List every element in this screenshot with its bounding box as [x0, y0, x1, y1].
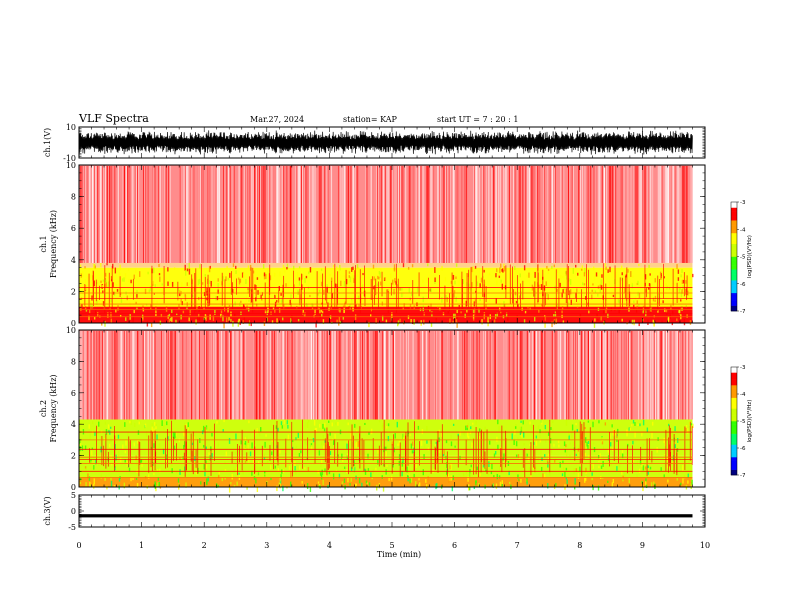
x-tick-label-1: 1: [139, 541, 144, 550]
y-tick-label-2-2: 4: [71, 256, 76, 265]
y-axis-label-4-0: ch.3(V): [43, 496, 52, 525]
y-tick-label-2-4: 8: [71, 193, 76, 202]
y-tick-label-2-5: 10: [66, 161, 76, 170]
x-tick-label-2: 2: [202, 541, 207, 550]
x-tick-label-9: 9: [640, 541, 645, 550]
y-axis-label-2-1: Frequency (kHz): [49, 210, 58, 278]
station-label: station= KAP: [343, 115, 398, 124]
y-tick-label-3-2: 4: [71, 420, 76, 429]
y-tick-label-4-0: 5: [71, 491, 76, 500]
y-tick-label-2-0: 0: [71, 319, 76, 328]
y-axis-label-2-0: ch.1: [39, 235, 48, 252]
ch2-spectrogram-panel: 0 2 4 6 8 10 ch.2 Frequency (kHz): [39, 326, 706, 493]
colorbar-label-2: log(PSD)(V²/Hz): [746, 400, 753, 443]
x-tick-label-10: 10: [700, 541, 710, 550]
y-tick-label-4-1: 0: [71, 507, 76, 516]
x-tick-label-5: 5: [389, 541, 394, 550]
x-tick-label-7: 7: [515, 541, 520, 550]
colorbar-tick-1-0: -3: [740, 200, 746, 206]
ch3-waveform-trace: [79, 514, 693, 518]
colorbar-tick-1-2: -5: [740, 255, 746, 261]
y-tick-label-3-0: 0: [71, 483, 76, 492]
colorbar-tick-2-2: -5: [740, 419, 746, 425]
colorbar-tick-1-1: -4: [740, 227, 746, 233]
ch1-spectrogram-panel: 0 2 4 6 8 10 ch.1 Frequency (kHz): [39, 161, 706, 329]
colorbar-tick-2-1: -4: [740, 392, 746, 398]
colorbar-ch2: -3 -4 -5 -6 -7 log(PSD)(V²/Hz): [730, 365, 753, 479]
start-ut-label: start UT = 7 : 20 : 1: [437, 115, 518, 124]
colorbar-tick-1-4: -7: [740, 309, 746, 315]
y-tick-label-3-3: 6: [71, 389, 76, 398]
y-tick-label-3-1: 2: [71, 452, 76, 461]
y-tick-label-4-2: -5: [68, 523, 76, 532]
colorbar-label-1: log(PSD)(V²/Hz): [746, 235, 753, 278]
colorbar-tick-2-0: -3: [740, 365, 746, 371]
ch1-waveform-panel: 10 -10 ch.1(V): [43, 123, 706, 163]
y-axis-label-3-1: Frequency (kHz): [49, 374, 58, 442]
date-label: Mar.27, 2024: [250, 115, 304, 124]
y-tick-label-2-3: 6: [71, 224, 76, 233]
y-tick-label-3-4: 8: [71, 357, 76, 366]
time-axis: 0 1 2 3 4 5 6 7 8 9 10: [76, 541, 710, 550]
x-tick-label-3: 3: [264, 541, 269, 550]
y-axis-label-1-0: ch.1(V): [43, 128, 52, 157]
colorbar-ch1: -3 -4 -5 -6 -7 log(PSD)(V²/Hz): [730, 200, 753, 315]
ch3-waveform-panel: 5 0 -5 ch.3(V): [43, 491, 706, 532]
spectral-band-3-3: [79, 477, 693, 487]
x-tick-label-8: 8: [577, 541, 582, 550]
y-tick-label-1-1: -10: [63, 154, 76, 163]
x-axis-label: Time (min): [377, 550, 421, 559]
figure-title: VLF Spectra: [78, 112, 149, 125]
colorbar-tick-2-3: -6: [740, 446, 746, 452]
y-tick-label-1-0: 10: [66, 123, 76, 132]
ch1-waveform-trace: [78, 130, 693, 155]
y-tick-label-3-5: 10: [66, 326, 76, 335]
x-tick-label-4: 4: [327, 541, 332, 550]
colorbar-tick-1-3: -6: [740, 282, 746, 288]
x-tick-label-6: 6: [452, 541, 457, 550]
spectral-band-2-1: [79, 262, 693, 268]
y-axis-label-3-0: ch.2: [39, 400, 48, 417]
y-tick-label-2-1: 2: [71, 287, 76, 296]
x-tick-label-0: 0: [76, 541, 81, 550]
colorbar-tick-2-4: -7: [740, 473, 746, 479]
